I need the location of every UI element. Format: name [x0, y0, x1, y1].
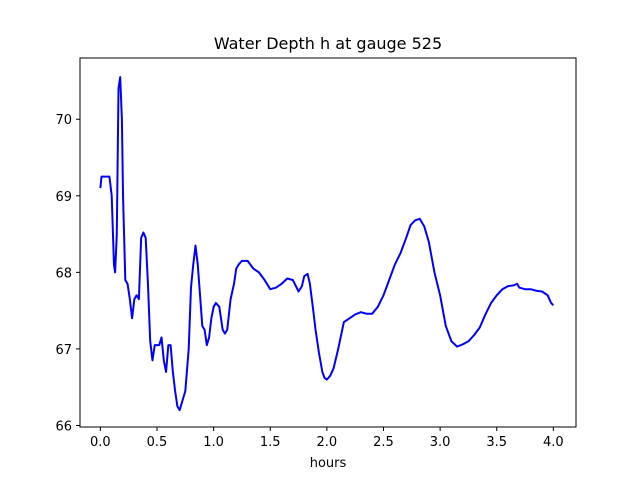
- x-tick-label: 3.5: [486, 435, 507, 450]
- y-tick-label: 68: [55, 266, 72, 281]
- y-tick-label: 67: [55, 343, 72, 358]
- y-axis: 66 67 68 69 70: [55, 113, 80, 434]
- x-tick-label: 3.0: [430, 435, 451, 450]
- series-line: [99, 76, 555, 412]
- x-tick-label: 2.0: [317, 435, 338, 450]
- x-tick-label: 0.5: [147, 435, 168, 450]
- axes-frame: [79, 57, 577, 428]
- x-tick-label: 1.5: [260, 435, 281, 450]
- chart-title: Water Depth h at gauge 525: [214, 34, 442, 53]
- x-tick-label: 1.0: [203, 435, 224, 450]
- x-tick-label: 0.0: [90, 435, 111, 450]
- x-tick-label: 4.0: [543, 435, 564, 450]
- x-tick-label: 2.5: [373, 435, 394, 450]
- y-tick-label: 69: [55, 190, 72, 205]
- x-axis-label: hours: [310, 456, 347, 471]
- y-tick-label: 66: [55, 419, 72, 434]
- plot-area: [79, 57, 577, 428]
- x-axis: 0.0 0.5 1.0 1.5 2.0 2.5 3.0 3.5 4.0: [90, 427, 564, 450]
- y-tick-label: 70: [55, 113, 72, 128]
